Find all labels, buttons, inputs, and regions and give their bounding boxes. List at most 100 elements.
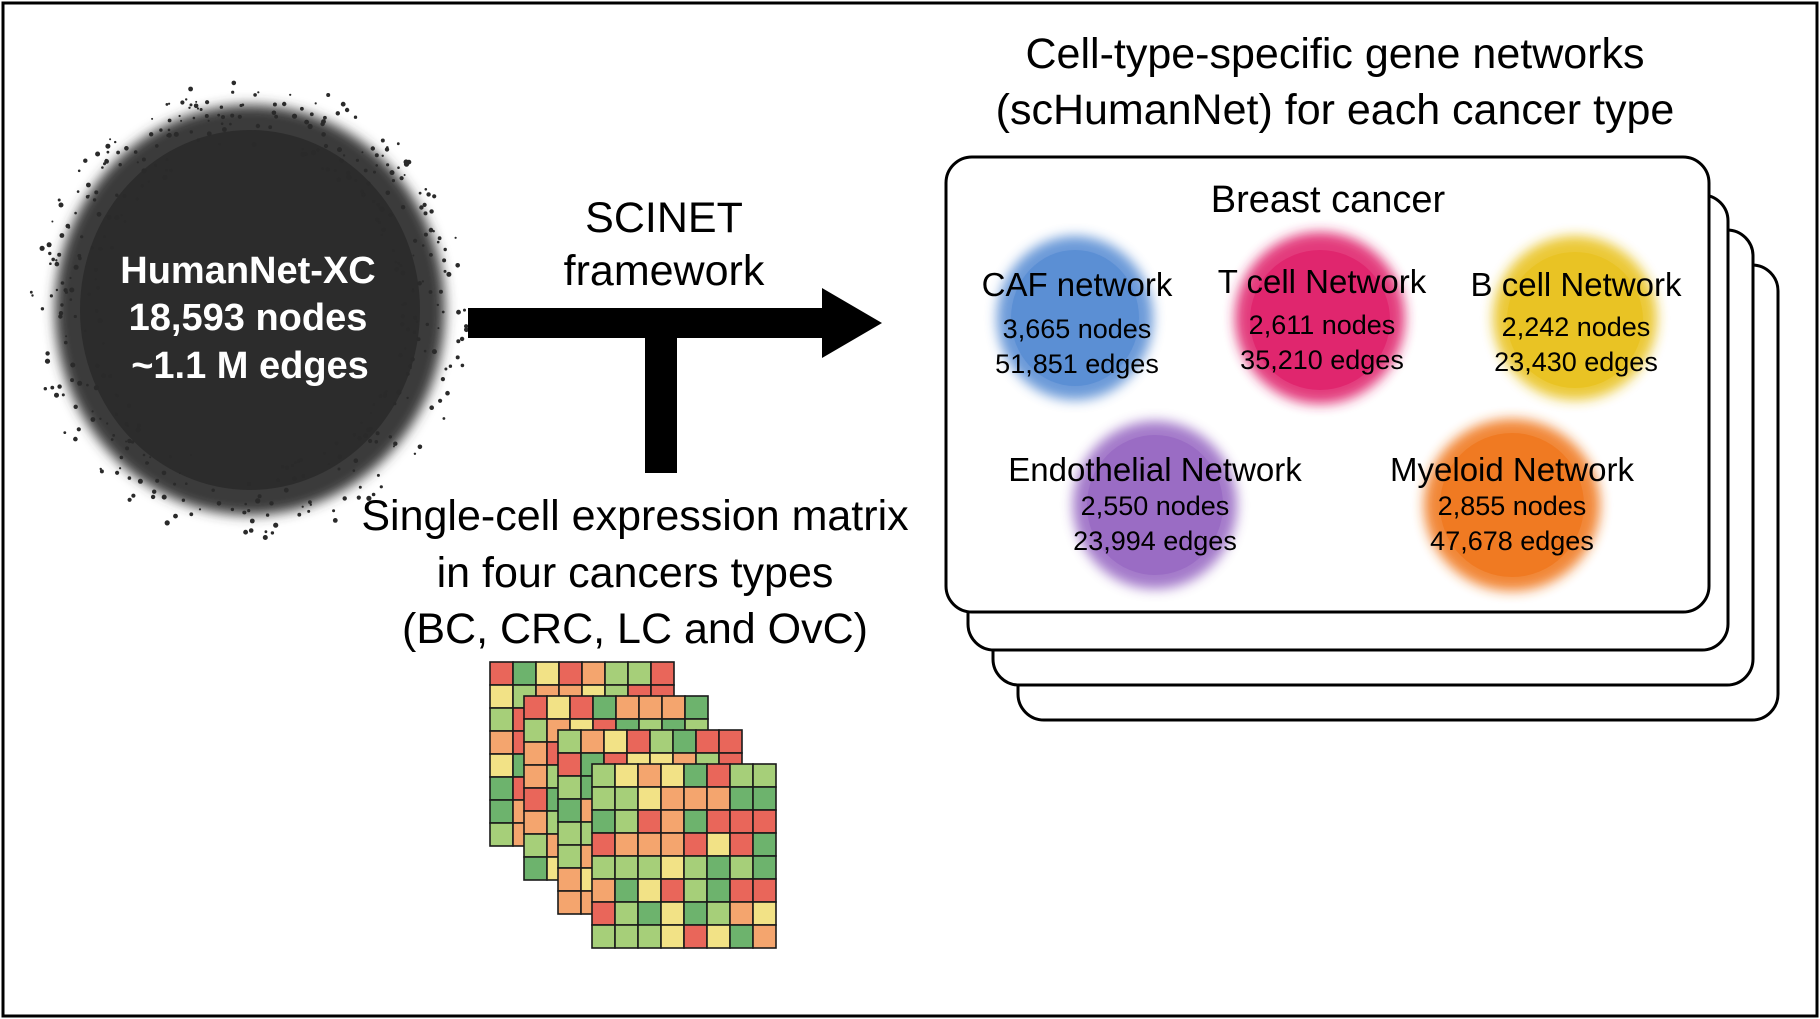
hairball-dot	[50, 385, 55, 390]
matrix-cell	[752, 855, 777, 880]
hairball-dot	[426, 192, 431, 197]
cancer-label: Breast cancer	[1211, 179, 1446, 221]
hairball-dot	[353, 458, 359, 464]
hairball-dot	[270, 531, 275, 535]
hairball-dot	[230, 507, 235, 512]
hairball-dot	[429, 209, 434, 214]
hairball-dot	[60, 281, 65, 285]
matrix-cell	[489, 776, 514, 801]
hairball-dot	[64, 340, 68, 345]
hairball-dot	[124, 422, 129, 426]
hairball-dot	[323, 143, 329, 149]
hairball-dot	[180, 100, 185, 105]
hairball-dot	[195, 100, 198, 103]
scinet-arrow	[468, 288, 882, 473]
hairball-dot	[40, 307, 45, 311]
hairball-dot	[255, 123, 261, 129]
hairball-dot	[370, 412, 373, 414]
hairball-dot	[57, 252, 62, 257]
network-t-cell-label: T cell Network	[1218, 263, 1427, 300]
hairball-dot	[394, 267, 399, 272]
hairball-dot	[185, 482, 188, 486]
hairball-dot	[65, 335, 68, 338]
network-myeloid-label: Myeloid Network	[1390, 451, 1634, 488]
hairball-dot	[345, 170, 351, 176]
matrix-cell	[706, 878, 731, 903]
hairball-dot	[94, 278, 97, 281]
hairball-dot	[337, 467, 341, 471]
matrix-cell	[706, 855, 731, 880]
hairball-dot	[301, 474, 306, 478]
hairball-dot	[443, 247, 447, 252]
hairball-dot	[95, 151, 101, 157]
hairball-dot	[229, 122, 232, 126]
hairball-dot	[375, 164, 379, 167]
hairball-dot	[436, 240, 440, 244]
matrix-cell	[706, 901, 731, 926]
hairball-dot	[97, 318, 103, 324]
hairball-dot	[401, 303, 404, 306]
hairball-dot	[307, 509, 311, 513]
humannet-xc-network	[29, 80, 471, 540]
hairball-dot	[247, 481, 251, 486]
hairball-dot	[159, 128, 163, 132]
matrix-cell	[557, 867, 582, 892]
hairball-dot	[413, 452, 417, 455]
hairball-dot	[185, 98, 188, 101]
hairball-dot	[140, 184, 144, 188]
hairball-dot	[415, 320, 419, 323]
hairball-dot	[247, 509, 251, 513]
hairball-dot	[381, 227, 386, 232]
hairball-dot	[133, 150, 138, 154]
hairball-dot	[106, 215, 112, 220]
hairball-dot	[125, 446, 130, 451]
hairball-dot	[459, 336, 465, 342]
hairball-dot	[406, 396, 409, 400]
hairball-dot	[423, 232, 428, 237]
hairball-dot	[63, 431, 67, 434]
hairball-dot	[393, 402, 397, 406]
hairball-dot	[189, 512, 194, 517]
humannet-xc-title: HumanNet-XC	[120, 250, 375, 292]
hairball-dot	[94, 190, 99, 195]
hairball-dot	[255, 498, 261, 504]
expression-matrix-4	[591, 763, 777, 949]
matrix-cell	[660, 924, 685, 949]
hairball-dot	[403, 174, 406, 176]
hairball-dot	[164, 520, 170, 526]
hairball-dot	[48, 251, 52, 256]
hairball-dot	[248, 528, 254, 533]
hairball-dot	[386, 163, 390, 167]
hairball-dot	[335, 111, 340, 116]
hairball-dot	[114, 140, 117, 144]
hairball-dot	[110, 246, 114, 250]
matrix-cell	[604, 661, 629, 686]
matrix-cell	[523, 856, 548, 881]
hairball-dot	[106, 422, 109, 425]
hairball-dot	[323, 451, 326, 455]
hairball-dot	[150, 494, 156, 500]
matrix-cell	[591, 901, 616, 926]
matrix-cell	[557, 890, 582, 915]
hairball-dot	[54, 392, 59, 398]
network-b-cell-label: B cell Network	[1471, 266, 1682, 303]
hairball-dot	[397, 262, 400, 265]
hairball-dot	[280, 465, 285, 469]
hairball-dot	[375, 217, 380, 222]
hairball-dot	[64, 290, 68, 294]
hairball-dot	[285, 465, 290, 470]
hairball-dot	[141, 168, 147, 174]
matrix-cell	[729, 901, 754, 926]
matrix-cell	[523, 833, 548, 858]
hairball-dot	[149, 456, 152, 459]
hairball-dot	[460, 363, 465, 368]
hairball-dot	[354, 179, 358, 182]
hairball-dot	[44, 358, 51, 364]
matrix-cell	[706, 786, 731, 811]
hairball-dot	[51, 220, 54, 223]
hairball-dot	[307, 123, 313, 130]
hairball-dot	[442, 417, 446, 420]
hairball-dot	[217, 113, 221, 117]
hairball-dot	[173, 482, 177, 486]
